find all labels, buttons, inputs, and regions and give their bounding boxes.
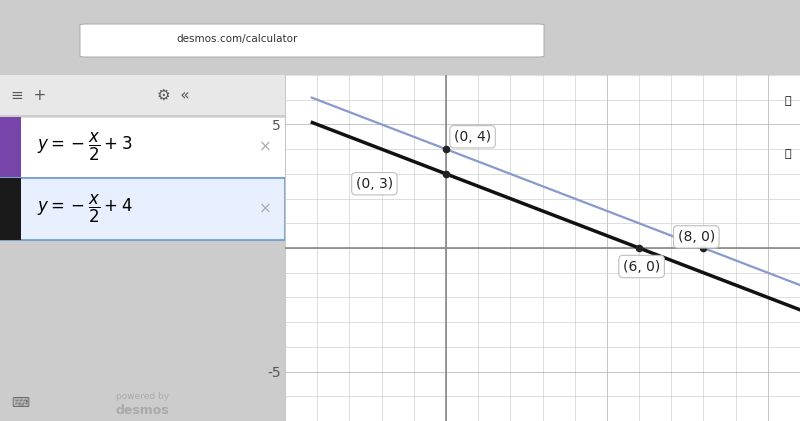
Text: (8, 0): (8, 0) <box>678 230 715 244</box>
Text: ≡  +: ≡ + <box>11 88 46 102</box>
FancyBboxPatch shape <box>0 178 22 240</box>
Text: 🔧: 🔧 <box>785 96 791 107</box>
Text: ⌨: ⌨ <box>11 397 29 410</box>
FancyBboxPatch shape <box>0 178 285 240</box>
Text: desmos.com/calculator: desmos.com/calculator <box>176 34 298 44</box>
Text: ⚙  «: ⚙ « <box>157 88 190 102</box>
Text: ×: × <box>258 202 271 217</box>
Text: ×: × <box>258 139 271 155</box>
Text: (0, 4): (0, 4) <box>454 130 491 144</box>
Text: 🏠: 🏠 <box>785 149 791 159</box>
Text: (6, 0): (6, 0) <box>623 259 660 274</box>
Text: $y = -\dfrac{x}{2} + 3$: $y = -\dfrac{x}{2} + 3$ <box>37 131 133 163</box>
Text: desmos: desmos <box>116 404 170 417</box>
FancyBboxPatch shape <box>0 75 285 115</box>
FancyBboxPatch shape <box>0 117 22 177</box>
FancyBboxPatch shape <box>0 117 285 177</box>
FancyBboxPatch shape <box>80 24 544 57</box>
Text: $y = -\dfrac{x}{2} + 4$: $y = -\dfrac{x}{2} + 4$ <box>37 193 133 225</box>
Text: (0, 3): (0, 3) <box>356 177 393 191</box>
Text: powered by: powered by <box>116 392 169 401</box>
